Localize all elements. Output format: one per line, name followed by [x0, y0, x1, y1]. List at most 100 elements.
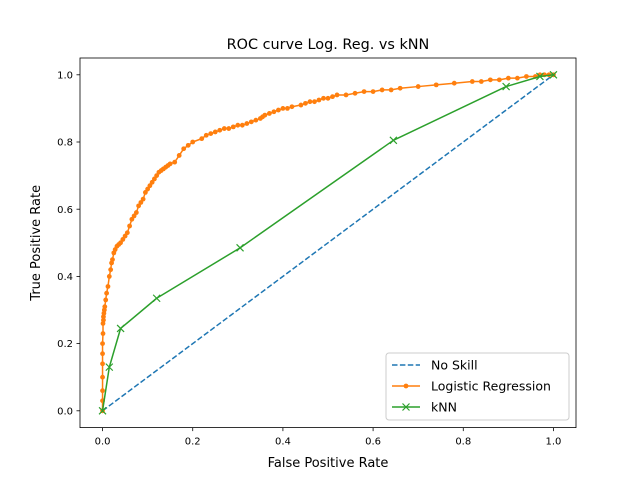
data-point [217, 127, 223, 133]
legend-entry-logistic-regression: Logistic Regression [392, 379, 551, 394]
legend-items: No Skill Logistic Regression kNN [392, 358, 551, 415]
data-point [136, 203, 142, 209]
data-point [307, 99, 313, 105]
y-tick-label: 1.0 [57, 70, 73, 81]
x-tick-label: 0.0 [95, 437, 111, 448]
data-point [505, 75, 511, 81]
data-point [131, 213, 137, 219]
data-point [379, 87, 385, 93]
series-no-skill [102, 74, 554, 412]
data-point [127, 223, 132, 229]
data-point [433, 82, 439, 88]
data-point [536, 72, 544, 81]
data-point [102, 304, 108, 310]
data-point [104, 290, 110, 296]
data-point [549, 70, 558, 79]
data-point [110, 257, 115, 262]
data-point [334, 92, 340, 98]
y-tick-label: 0.4 [57, 272, 73, 283]
y-tick-label: 0.0 [57, 406, 73, 417]
data-point [133, 210, 139, 215]
data-point [149, 179, 155, 185]
data-point [370, 89, 376, 94]
data-point [105, 284, 111, 289]
data-point [312, 99, 317, 105]
data-point [208, 131, 214, 137]
y-tick-label: 0.2 [57, 339, 73, 350]
data-point [100, 388, 105, 394]
data-point [321, 95, 326, 101]
data-point [236, 243, 244, 252]
x-tick-label: 0.8 [455, 437, 471, 448]
data-point [181, 146, 187, 152]
legend-entry-no-skill: No Skill [392, 358, 478, 373]
data-point [172, 159, 178, 165]
x-tick-label: 0.2 [185, 437, 201, 448]
legend: No Skill Logistic Regression kNN [385, 352, 570, 421]
legend-entry-knn: kNN [392, 400, 457, 415]
data-point [276, 107, 281, 113]
data-point [124, 230, 130, 236]
legend-marker [402, 403, 410, 411]
data-point [122, 233, 128, 239]
data-point [100, 361, 105, 367]
data-point [244, 121, 250, 126]
data-point [190, 139, 196, 145]
data-point [129, 216, 135, 222]
axes-frame [79, 57, 577, 429]
data-point [343, 92, 349, 98]
data-point [303, 100, 308, 106]
data-point [415, 84, 421, 89]
data-point [152, 294, 161, 303]
chart-title: ROC curve Log. Reg. vs kNN [227, 37, 430, 53]
data-point [271, 109, 277, 115]
y-tick-label: 0.6 [57, 205, 73, 216]
data-point [285, 106, 290, 111]
data-point [203, 132, 209, 138]
data-point [389, 136, 398, 145]
legend-box [385, 352, 570, 421]
legend-label: kNN [431, 400, 457, 415]
data-point [98, 406, 107, 415]
data-point [147, 183, 153, 189]
data-point [152, 176, 157, 182]
data-point [239, 122, 245, 128]
data-point [120, 237, 126, 242]
data-point [469, 79, 475, 84]
data-point [142, 190, 148, 195]
data-point [280, 106, 286, 111]
data-point [487, 77, 493, 83]
legend-label: No Skill [431, 358, 478, 373]
data-point [212, 129, 218, 135]
data-point [221, 126, 227, 131]
data-point [316, 97, 322, 103]
data-point [330, 94, 335, 100]
data-point [100, 331, 106, 336]
data-point [105, 363, 114, 372]
ticks-layer: 0.0 0.2 0.4 0.6 0.8 1.0 0.0 0.2 0.4 0.6 0.8 1.0 [57, 70, 561, 447]
data-point [451, 80, 457, 86]
data-point [108, 267, 114, 273]
data-point [100, 341, 105, 346]
data-point [514, 75, 520, 81]
x-tick-label: 0.4 [275, 437, 291, 448]
series-line-logistic-regression [101, 74, 554, 411]
data-point [185, 142, 191, 148]
data-point [106, 274, 112, 279]
data-point [388, 87, 394, 93]
x-tick-label: 1.0 [546, 437, 562, 448]
data-point [496, 77, 502, 83]
data-point [262, 112, 268, 118]
data-point [138, 200, 144, 205]
data-point [289, 104, 295, 110]
data-point [298, 102, 304, 108]
legend-label: Logistic Regression [431, 379, 551, 394]
data-point [167, 161, 173, 167]
data-point [100, 374, 105, 380]
data-point [235, 122, 241, 128]
legend-marker [403, 383, 409, 389]
data-point [116, 324, 125, 333]
data-point [524, 74, 529, 79]
data-point [226, 126, 232, 131]
